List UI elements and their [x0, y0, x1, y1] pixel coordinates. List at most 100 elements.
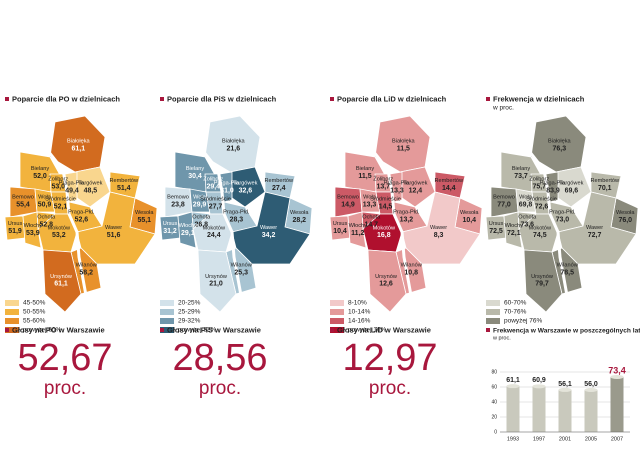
district-value: 11,5	[358, 173, 371, 180]
district-name: Wesoła	[460, 210, 479, 216]
district-value: 73,7	[514, 173, 528, 180]
legend-swatch	[486, 300, 500, 306]
district-name: Mokotów	[48, 225, 71, 231]
legend-label: 50-55%	[23, 309, 46, 316]
district-name: Bielany	[186, 166, 205, 172]
district-value: 73,0	[556, 217, 570, 224]
district-value: 76,3	[553, 146, 567, 153]
district-value: 79,7	[535, 281, 549, 288]
legend-label: powyżej 76%	[504, 318, 543, 325]
bar-top	[532, 384, 546, 389]
legend-label: 10-14%	[348, 309, 371, 316]
total-unit: proc.	[369, 378, 411, 399]
district-name: Wesoła	[135, 210, 154, 216]
district-value: 61,1	[72, 146, 86, 153]
district-value: 31,2	[163, 228, 177, 235]
district-name: Praga-Płd.	[68, 210, 95, 216]
district-value: 76,0	[618, 217, 632, 224]
chart-subtitle: w proc.	[492, 335, 511, 341]
district-value: 48,5	[84, 188, 98, 195]
district-name: Targówek	[403, 181, 427, 187]
district-value: 13,2	[400, 217, 414, 224]
bullet	[330, 97, 334, 101]
district	[367, 249, 407, 313]
river	[524, 146, 572, 313]
district-name: Ochota	[518, 215, 537, 221]
legend-label: powyżej 16%	[348, 327, 387, 334]
district-name: Praga-Płn.	[59, 180, 86, 186]
district-value: 69,8	[519, 202, 533, 209]
district-name: Żoliborz	[373, 175, 393, 182]
legend-label: 29-32%	[178, 318, 201, 325]
bullet	[160, 97, 164, 101]
district-value: 14,5	[379, 203, 393, 210]
total-value: 28,56	[172, 337, 267, 379]
district-value: 83,9	[546, 187, 560, 194]
district-value: 74,5	[533, 232, 547, 239]
district-value: 52,1	[54, 203, 68, 210]
district-value: 10,4	[333, 228, 347, 235]
district-name: Bemowo	[12, 195, 34, 201]
district-name: Włochy	[179, 223, 198, 229]
district-value: 8,3	[434, 232, 444, 239]
legend-label: 25-29%	[178, 309, 201, 316]
district-name: Wilanów	[76, 263, 98, 269]
district-name: Żoliborz	[48, 175, 68, 182]
district-name: Rembertów	[590, 178, 620, 184]
bullet	[330, 328, 334, 332]
value-label: 56,0	[584, 381, 598, 388]
district-name: Bielany	[356, 166, 375, 172]
district-value: 69,6	[565, 188, 579, 195]
district-name: Białołęka	[392, 139, 416, 145]
district-value: 10,8	[404, 270, 418, 277]
district-name: Praga-Płn.	[384, 180, 411, 186]
district-name: Targówek	[233, 181, 257, 187]
district-name: Ursynów	[50, 274, 73, 280]
total-unit: proc.	[199, 378, 241, 399]
district-name: Ursynów	[531, 274, 554, 280]
district-value: 29,9	[193, 202, 207, 209]
map: Białołęka61,1Bielany52,0Targówek48,5Bemo…	[4, 115, 158, 313]
district-name: Wesoła	[616, 210, 635, 216]
district-name: Bielany	[31, 166, 50, 172]
district-name: Wola	[38, 195, 52, 201]
district-value: 29,1	[181, 230, 195, 237]
legend-swatch	[330, 318, 344, 324]
legend-label: 45-50%	[23, 300, 46, 307]
district-name: Wola	[193, 195, 207, 201]
district-name: Bemowo	[167, 195, 189, 201]
district-name: Praga-Płd.	[549, 210, 576, 216]
district-name: Ursynów	[375, 274, 398, 280]
district-name: Śródmieście	[370, 194, 401, 202]
legend-swatch	[160, 318, 174, 324]
total-label: Głosy na PiS w Warszawie	[167, 325, 261, 334]
district-name: Śródmieście	[526, 194, 557, 202]
district-name: Ursus	[8, 221, 23, 227]
district-name: Rembertów	[109, 178, 139, 184]
district-value: 51,9	[8, 228, 22, 235]
river	[43, 146, 91, 313]
district-value: 10,4	[462, 217, 476, 224]
bullet	[486, 328, 490, 332]
district	[503, 211, 523, 249]
legend-swatch	[5, 300, 19, 306]
bar-top	[558, 387, 572, 392]
district-name: Włochy	[349, 223, 368, 229]
river	[198, 146, 246, 313]
district-name: Wola	[363, 195, 377, 201]
district-value: 72,1	[507, 230, 521, 237]
district-value: 49,4	[65, 187, 79, 194]
district	[42, 249, 82, 313]
district-value: 16,8	[377, 232, 391, 239]
y-tick-label: 20	[491, 414, 497, 420]
district-value: 11,2	[351, 230, 364, 237]
legend-swatch	[160, 327, 174, 333]
district	[177, 211, 197, 249]
district-value: 24,4	[207, 232, 221, 239]
district-name: Rembertów	[264, 178, 294, 184]
bullet	[5, 328, 9, 332]
district-name: Białołęka	[67, 139, 91, 145]
district-value: 32,6	[239, 188, 253, 195]
district-value: 26,8	[194, 222, 208, 229]
